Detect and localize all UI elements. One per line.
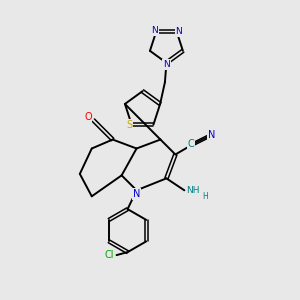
- Text: O: O: [84, 112, 92, 122]
- Text: NH: NH: [187, 186, 200, 195]
- Text: S: S: [126, 120, 132, 130]
- Text: N: N: [152, 26, 158, 35]
- Text: N: N: [176, 27, 182, 36]
- Text: N: N: [163, 60, 170, 69]
- Text: N: N: [133, 189, 140, 199]
- Text: H: H: [202, 192, 208, 201]
- Text: C: C: [188, 139, 194, 149]
- Text: N: N: [208, 130, 215, 140]
- Text: Cl: Cl: [105, 250, 114, 260]
